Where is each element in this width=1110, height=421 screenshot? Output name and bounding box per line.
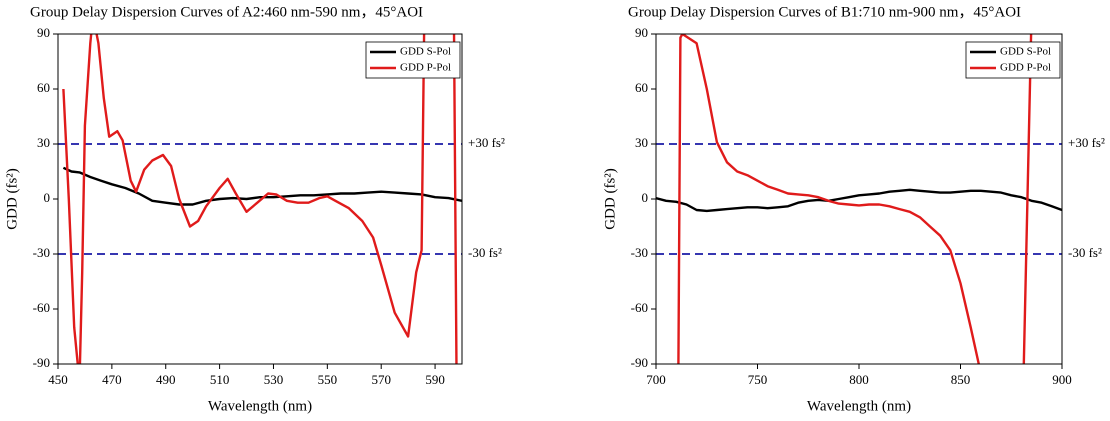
y-tick-label: 30	[37, 135, 50, 150]
y-tick-label: 60	[635, 80, 648, 95]
x-tick-label: 450	[48, 372, 68, 387]
x-tick-label: 850	[951, 372, 971, 387]
x-tick-label: 550	[318, 372, 338, 387]
x-tick-label: 530	[264, 372, 284, 387]
x-axis-label: Wavelength (nm)	[208, 398, 312, 414]
reference-label: +30 fs²	[468, 135, 505, 150]
reference-label: +30 fs²	[1068, 135, 1105, 150]
legend-box	[365, 41, 461, 79]
x-tick-label: 470	[102, 372, 122, 387]
series-line	[656, 188, 1062, 213]
x-tick-label: 800	[849, 372, 869, 387]
legend-box	[965, 41, 1061, 79]
reference-label: -30 fs²	[468, 245, 502, 260]
x-tick-label: 750	[748, 372, 768, 387]
y-tick-label: -30	[33, 245, 50, 260]
y-tick-label: 30	[635, 135, 648, 150]
x-tick-label: 490	[156, 372, 176, 387]
plot-frame	[655, 33, 1063, 365]
reference-label: -30 fs²	[1068, 245, 1102, 260]
y-tick-label: -30	[631, 245, 648, 260]
chart: Group Delay Dispersion Curves of A2:460 …	[4, 4, 505, 414]
series-line	[62, 166, 462, 206]
x-tick-label: 510	[210, 372, 230, 387]
x-tick-label: 700	[646, 372, 666, 387]
y-tick-label: 0	[44, 190, 51, 205]
legend-label: GDD S-Pol	[400, 46, 451, 58]
y-tick-label: -60	[33, 300, 50, 315]
chart-title: Group Delay Dispersion Curves of B1:710 …	[628, 4, 1021, 20]
plot-area	[656, 34, 1062, 364]
chart-title: Group Delay Dispersion Curves of A2:460 …	[30, 4, 423, 20]
y-axis-label: GDD (fs²)	[602, 168, 618, 230]
plot-frame	[57, 33, 463, 365]
chart: Group Delay Dispersion Curves of B1:710 …	[602, 4, 1105, 414]
y-tick-label: -60	[631, 300, 648, 315]
x-axis-label: Wavelength (nm)	[807, 398, 911, 414]
x-tick-label: 590	[425, 372, 445, 387]
series-line	[677, 34, 1033, 364]
y-tick-label: 90	[635, 25, 648, 40]
legend-label: GDD P-Pol	[400, 62, 451, 74]
x-tick-label: 570	[371, 372, 391, 387]
legend-label: GDD P-Pol	[1000, 62, 1051, 74]
legend-label: GDD S-Pol	[1000, 46, 1051, 58]
y-tick-label: -90	[631, 355, 648, 370]
y-tick-label: 0	[642, 190, 649, 205]
y-tick-label: 90	[37, 25, 50, 40]
y-axis-label: GDD (fs²)	[4, 168, 20, 230]
y-tick-label: 60	[37, 80, 50, 95]
x-tick-label: 900	[1052, 372, 1072, 387]
y-tick-label: -90	[33, 355, 50, 370]
